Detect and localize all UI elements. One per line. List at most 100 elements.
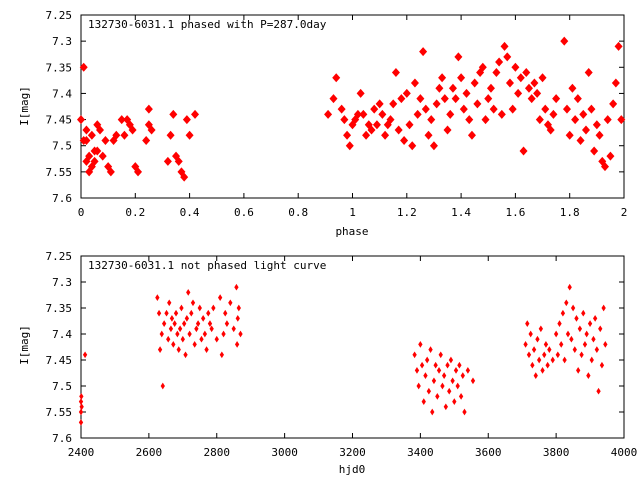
phased-data-point <box>169 109 178 119</box>
phased-data-point <box>603 115 612 125</box>
phased-data-point <box>530 78 539 88</box>
unphased-data-point <box>206 309 211 317</box>
phased-data-point <box>516 73 525 83</box>
phased-data-point <box>177 167 186 177</box>
unphased-y-tick-label: 7.5 <box>52 380 72 393</box>
unphased-data-point <box>430 408 435 416</box>
unphased-data-point <box>431 377 437 385</box>
phased-data-point <box>408 141 417 151</box>
phased-data-point <box>364 120 373 130</box>
unphased-data-point <box>194 325 199 333</box>
unphased-data-point <box>217 294 223 301</box>
phased-data-point <box>478 62 487 72</box>
unphased-data-point <box>596 387 601 395</box>
phased-x-tick-label: 2 <box>621 206 628 219</box>
phased-data-point <box>134 167 143 177</box>
phased-data-point <box>614 41 623 51</box>
unphased-data-point <box>553 330 559 338</box>
unphased-x-tick-label: 3800 <box>543 446 570 459</box>
phased-y-axis-label: I[mag] <box>18 86 31 126</box>
phased-data-point <box>381 130 390 140</box>
unphased-data-point <box>526 351 532 359</box>
unphased-data-point <box>447 387 452 395</box>
unphased-data-point <box>182 320 187 327</box>
phased-data-point <box>476 68 485 78</box>
unphased-y-tick-label: 7.45 <box>46 354 73 367</box>
unphased-data-point <box>594 346 600 353</box>
phased-y-tick-label: 7.35 <box>46 61 73 74</box>
phased-data-point <box>340 115 349 125</box>
unphased-data-points <box>78 283 608 426</box>
phased-data-point <box>609 99 618 109</box>
unphased-data-point <box>228 299 233 307</box>
phased-data-point <box>440 94 449 104</box>
unphased-data-point <box>528 330 533 338</box>
unphased-data-point <box>562 356 567 364</box>
unphased-x-tick-label: 2800 <box>204 446 231 459</box>
phased-data-point <box>375 99 384 109</box>
phased-data-point <box>617 115 626 125</box>
phased-data-point <box>511 62 520 72</box>
phased-data-point <box>389 99 398 109</box>
phased-data-point <box>560 36 569 46</box>
unphased-data-point <box>603 341 608 348</box>
phased-data-point <box>87 130 96 140</box>
unphased-data-point <box>161 320 167 327</box>
phased-data-point <box>378 109 387 119</box>
unphased-plot-title: 132730-6031.1 not phased light curve <box>88 259 326 272</box>
phased-data-point <box>454 52 463 62</box>
unphased-data-point <box>435 393 440 400</box>
unphased-data-point <box>177 325 183 333</box>
unphased-data-point <box>572 346 577 353</box>
unphased-data-point <box>159 330 164 338</box>
unphased-data-point <box>538 325 544 333</box>
phased-data-point <box>391 68 400 78</box>
unphased-data-point <box>236 304 241 312</box>
unphased-data-point <box>234 341 240 348</box>
unphased-data-point <box>559 341 564 348</box>
unphased-data-point <box>155 294 160 301</box>
unphased-data-point <box>582 341 588 348</box>
phased-data-point <box>497 109 506 119</box>
phased-data-point <box>413 109 422 119</box>
unphased-data-point <box>214 335 219 343</box>
phased-y-tick-label: 7.25 <box>46 9 73 22</box>
phased-data-point <box>606 151 615 161</box>
phased-data-point <box>451 94 460 104</box>
phased-data-point <box>522 68 531 78</box>
unphased-x-tick-label: 2400 <box>68 446 95 459</box>
phased-data-point <box>109 135 118 145</box>
phased-x-tick-label: 0 <box>78 206 85 219</box>
phased-plot-frame <box>80 14 625 199</box>
phased-data-point <box>400 135 409 145</box>
unphased-data-point <box>160 382 165 390</box>
phased-data-point <box>470 78 479 88</box>
phased-data-point <box>104 162 113 172</box>
unphased-x-tick-label: 2600 <box>136 446 163 459</box>
phased-x-tick-label: 0.4 <box>180 206 200 219</box>
unphased-data-point <box>204 346 209 353</box>
phased-data-point <box>481 115 490 125</box>
unphased-data-point <box>418 341 423 348</box>
unphased-y-tick-label: 7.4 <box>52 328 72 341</box>
unphased-data-point <box>557 320 562 327</box>
phased-data-point <box>600 162 609 172</box>
unphased-data-point <box>224 320 230 327</box>
unphased-data-point <box>455 382 460 390</box>
phased-data-point <box>421 104 430 114</box>
phased-data-point <box>579 109 588 119</box>
unphased-data-point <box>586 372 591 379</box>
unphased-data-point <box>438 351 443 359</box>
unphased-data-point <box>448 356 454 364</box>
phased-data-point <box>508 104 517 114</box>
unphased-data-point <box>584 330 589 338</box>
phased-data-point <box>372 120 381 130</box>
unphased-data-point <box>530 361 535 369</box>
phased-data-point <box>538 73 547 83</box>
phased-data-point <box>549 109 558 119</box>
phased-y-tick-label: 7.55 <box>46 166 73 179</box>
phased-x-tick-label: 0.6 <box>234 206 254 219</box>
unphased-data-point <box>443 403 448 411</box>
unphased-data-point <box>223 309 228 317</box>
unphased-data-point <box>419 361 425 369</box>
